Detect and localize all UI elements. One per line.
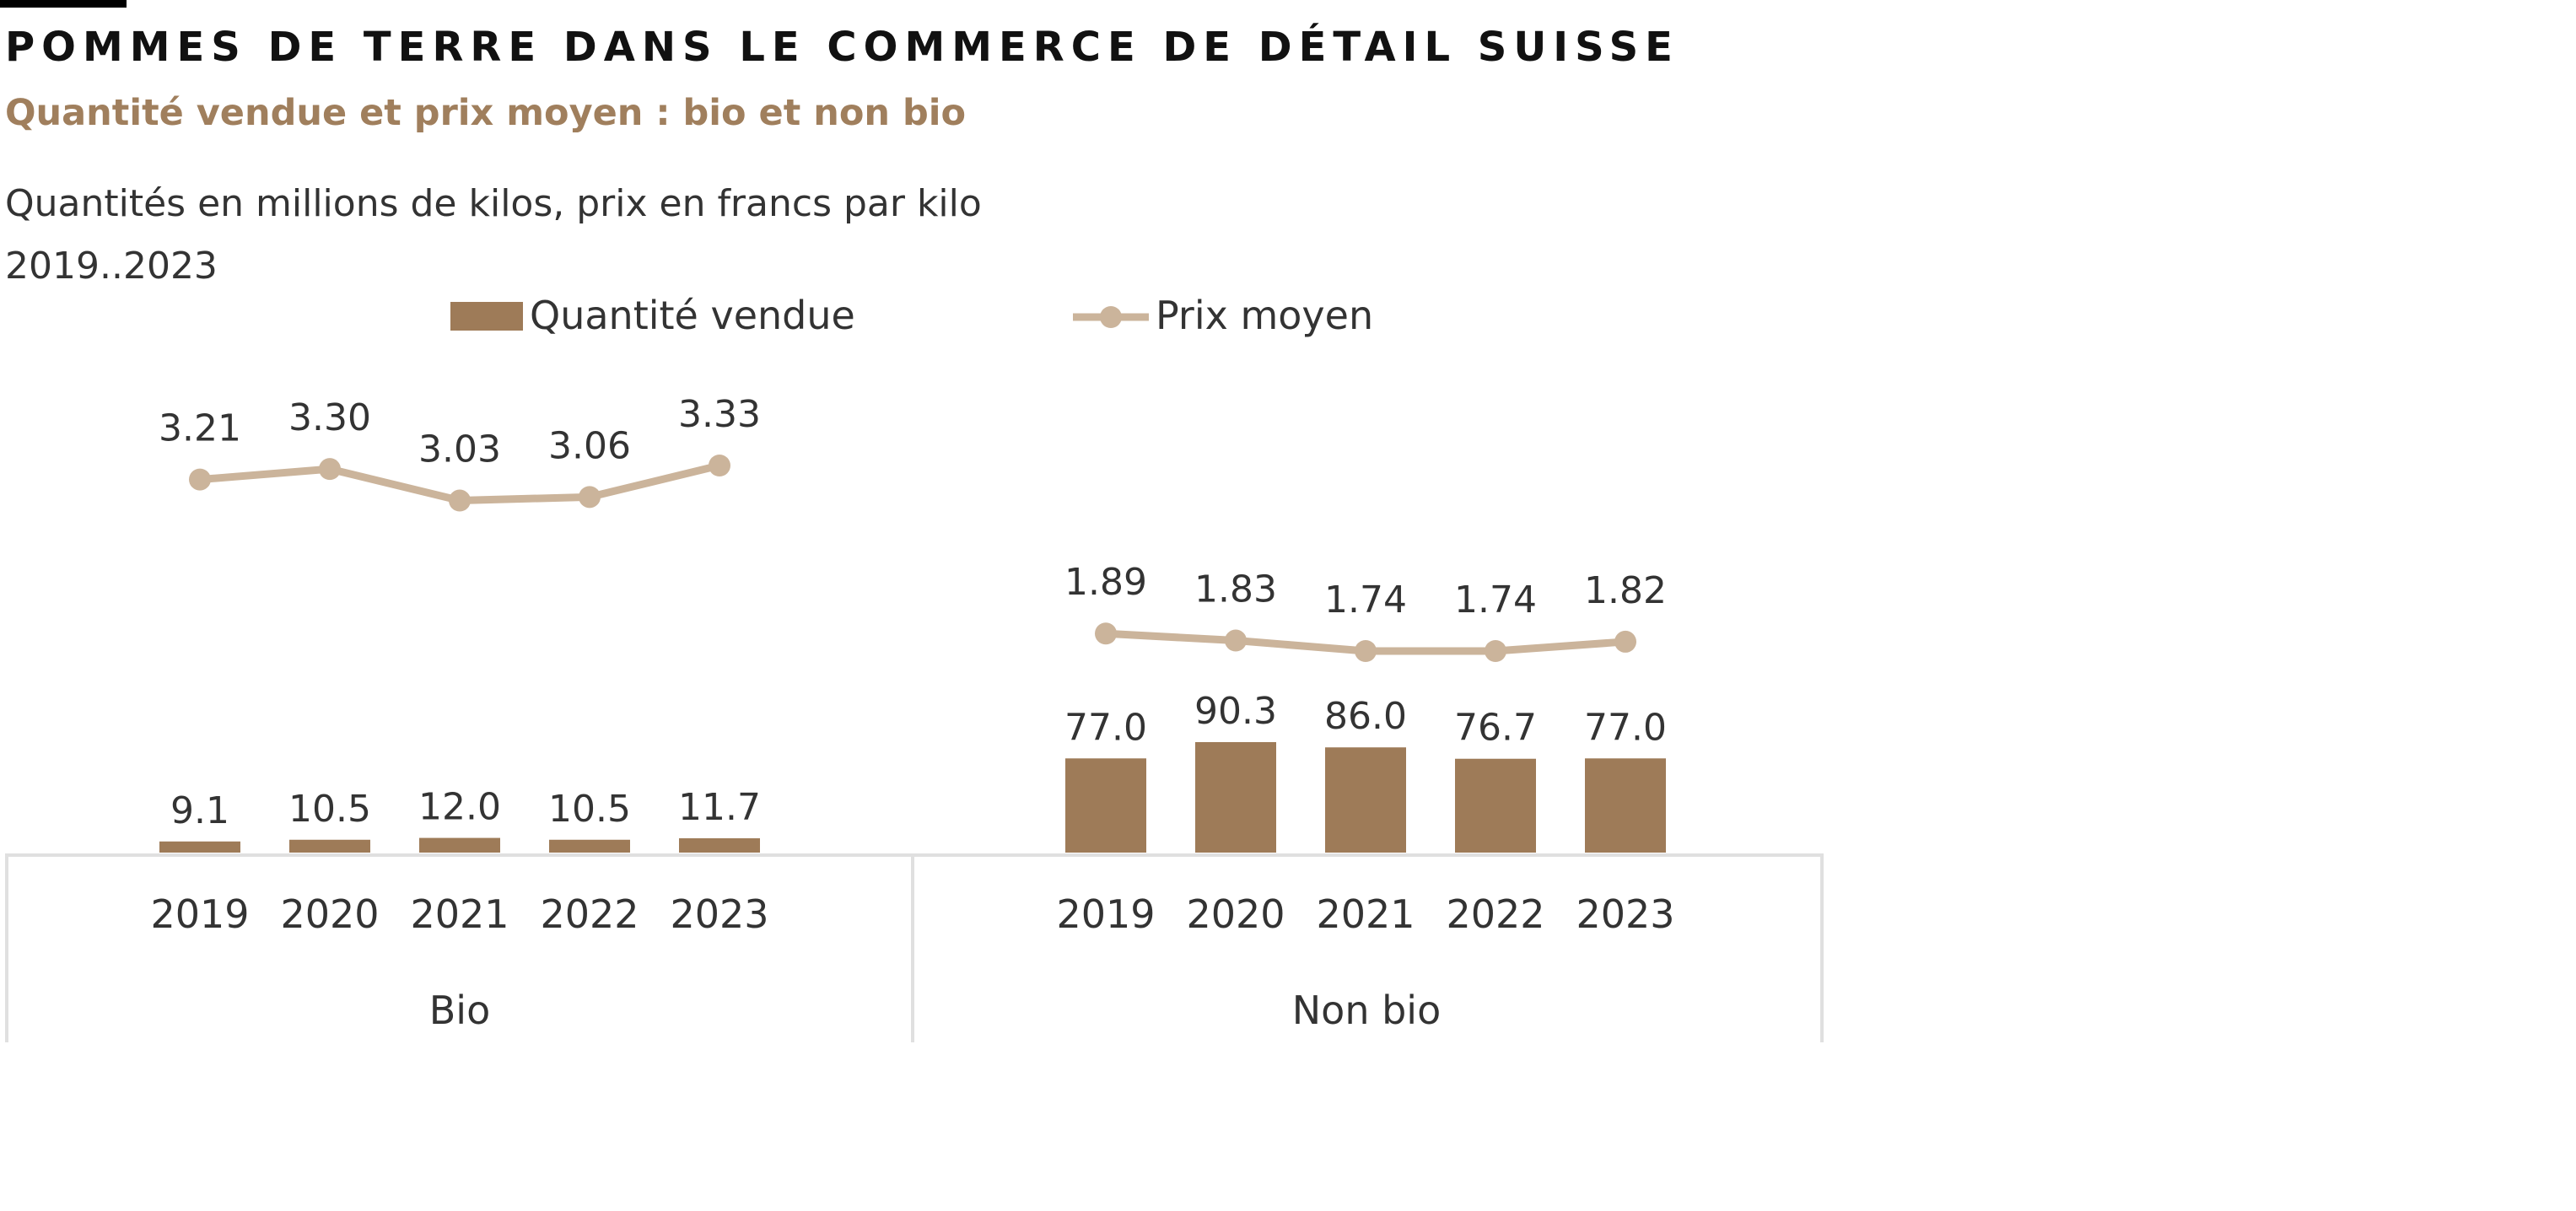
x-tick-label: 2022 [1446, 891, 1544, 937]
legend-line-marker [1100, 306, 1122, 328]
bar-value-label: 11.7 [678, 786, 761, 829]
bar [419, 837, 500, 853]
legend: Quantité vendue Prix moyen [450, 293, 1373, 338]
chart-period: 2019..2023 [5, 245, 218, 288]
x-tick-label: 2023 [1576, 891, 1674, 937]
bar [289, 839, 370, 853]
bar [1325, 747, 1406, 853]
price-marker [1355, 640, 1377, 662]
price-marker [1614, 630, 1636, 653]
x-tick-label: 2019 [150, 891, 249, 937]
price-marker [319, 458, 341, 481]
x-tick-label: 2020 [1186, 891, 1285, 937]
axis-frame [5, 853, 1824, 1042]
price-marker [1095, 622, 1117, 645]
bar-value-label: 77.0 [1584, 706, 1667, 749]
price-value-label: 1.89 [1064, 561, 1147, 604]
bar [679, 838, 760, 853]
chart-subtitle: Quantité vendue et prix moyen : bio et n… [5, 92, 966, 134]
bar [1195, 742, 1276, 853]
price-marker [449, 489, 471, 512]
price-marker [579, 486, 601, 509]
bar [159, 841, 240, 853]
bar [1585, 758, 1666, 853]
x-tick-label: 2022 [540, 891, 639, 937]
group-label: Bio [429, 988, 490, 1033]
price-marker [1225, 629, 1247, 652]
bar-value-label: 90.3 [1194, 690, 1277, 733]
bar-value-label: 86.0 [1324, 695, 1407, 738]
x-tick-label: 2021 [1316, 891, 1415, 937]
price-value-label: 1.74 [1324, 579, 1407, 622]
price-value-label: 3.06 [548, 424, 631, 467]
chart-groups: 9.1 10.5 12.0 10.5 11.7 3.21 3.30 3.03 3.06 3.33 2… [150, 393, 1674, 1033]
price-marker [709, 455, 730, 476]
price-value-label: 1.83 [1194, 568, 1277, 611]
price-value-label: 3.30 [288, 396, 371, 439]
bar-value-label: 10.5 [288, 788, 371, 831]
x-tick-label: 2020 [280, 891, 379, 937]
price-value-label: 1.82 [1584, 569, 1667, 612]
legend-bar-label: Quantité vendue [530, 293, 855, 338]
price-value-label: 3.21 [159, 407, 241, 450]
x-tick-label: 2019 [1056, 891, 1155, 937]
bar-value-label: 12.0 [418, 786, 501, 829]
group-non-bio: 77.0 90.3 86.0 76.7 77.0 1.89 1.83 1.74 1.74 1.82… [1056, 561, 1674, 1033]
bar-value-label: 9.1 [170, 789, 229, 832]
group-label: Non bio [1292, 988, 1441, 1033]
group-bio: 9.1 10.5 12.0 10.5 11.7 3.21 3.30 3.03 3.06 3.33 2… [150, 393, 768, 1033]
bar-value-label: 76.7 [1454, 707, 1537, 750]
price-marker [1485, 640, 1506, 662]
bar [1065, 758, 1146, 853]
legend-line-label: Prix moyen [1156, 293, 1373, 338]
bar [549, 839, 630, 853]
chart-title: POMMES DE TERRE DANS LE COMMERCE DE DÉTA… [5, 23, 1679, 71]
x-tick-label: 2021 [410, 891, 509, 937]
bar [1455, 758, 1536, 853]
price-value-label: 3.03 [418, 428, 501, 471]
legend-bar-swatch [450, 302, 523, 331]
price-marker [189, 468, 211, 491]
title-accent-bar [0, 0, 127, 8]
price-value-label: 1.74 [1454, 579, 1537, 622]
price-value-label: 3.33 [678, 393, 761, 436]
bar-value-label: 10.5 [548, 788, 631, 831]
chart-note: Quantités en millions de kilos, prix en … [5, 182, 982, 225]
x-tick-label: 2023 [670, 891, 768, 937]
bar-value-label: 77.0 [1064, 706, 1147, 749]
